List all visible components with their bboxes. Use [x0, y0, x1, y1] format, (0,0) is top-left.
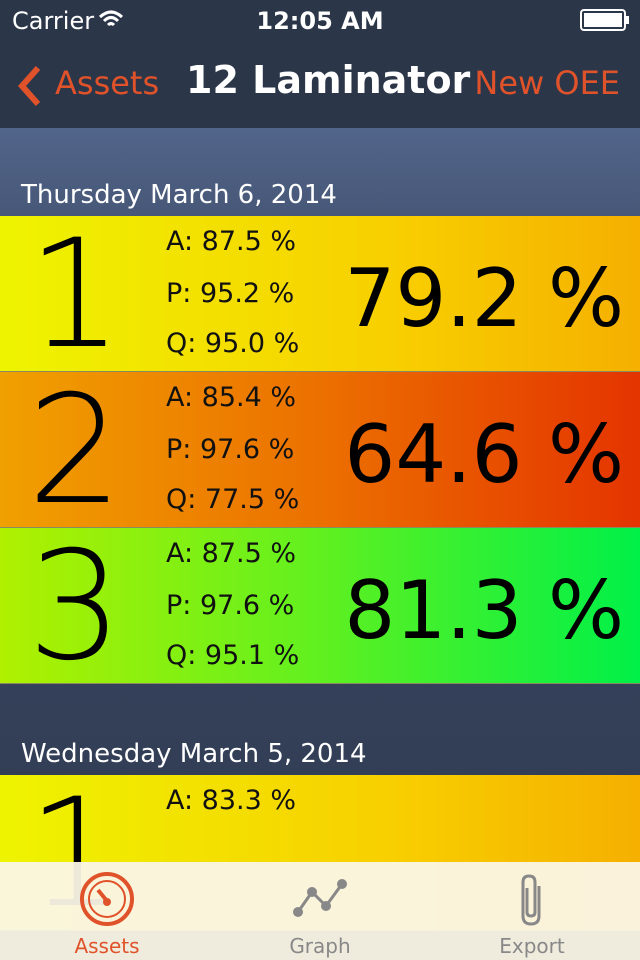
clock: 12:05 AM [256, 7, 384, 35]
nav-title: 12 Laminator [186, 58, 471, 102]
graph-icon[interactable] [290, 876, 350, 922]
shift-number: 3 [27, 528, 123, 684]
back-chevron[interactable] [14, 64, 44, 108]
battery-icon [580, 9, 629, 31]
metric-p: P: 95.2 % [166, 278, 295, 309]
back-button[interactable]: Assets [55, 64, 160, 102]
metric-a: A: 83.3 % [166, 785, 297, 816]
shift-number: 1 [27, 216, 123, 372]
metric-p: P: 97.6 % [166, 434, 295, 465]
oee-value: 79.2 % [344, 252, 624, 345]
metric-a: A: 87.5 % [166, 538, 297, 569]
metric-a: A: 85.4 % [166, 382, 297, 413]
export-icon[interactable] [515, 872, 549, 928]
tab-label[interactable]: Graph [289, 934, 351, 958]
metric-p: P: 97.6 % [166, 590, 295, 621]
new-oee-button[interactable]: New OEE [474, 64, 620, 102]
carrier: Carrier [12, 7, 95, 35]
metric-a: A: 87.5 % [166, 226, 297, 257]
shift-number: 2 [27, 372, 123, 528]
shift-row[interactable]: 2 A: 85.4 % P: 97.6 % Q: 77.5 % 64.6 % [0, 372, 640, 528]
shift-row[interactable]: 1 A: 87.5 % P: 95.2 % Q: 95.0 % 79.2 % [0, 216, 640, 372]
tab-label[interactable]: Assets [74, 934, 140, 958]
oee-value: 81.3 % [344, 564, 624, 657]
metric-q: Q: 95.1 % [166, 640, 300, 671]
shift-row[interactable]: 3 A: 87.5 % P: 97.6 % Q: 95.1 % 81.3 % [0, 528, 640, 684]
section-header: Wednesday March 5, 2014 [21, 739, 367, 769]
nav-bar: Assets 12 Laminator New OEE [0, 40, 640, 128]
section-header: Thursday March 6, 2014 [21, 180, 337, 210]
metric-q: Q: 77.5 % [166, 484, 300, 515]
metric-q: Q: 95.0 % [166, 328, 300, 359]
assets-icon[interactable] [78, 870, 136, 928]
tab-bar: Assets Graph Export [0, 862, 640, 960]
oee-value: 64.6 % [344, 408, 624, 501]
status-bar: Carrier 12:05 AM [0, 0, 640, 40]
tab-label[interactable]: Export [499, 934, 565, 958]
wifi-icon [98, 10, 124, 27]
